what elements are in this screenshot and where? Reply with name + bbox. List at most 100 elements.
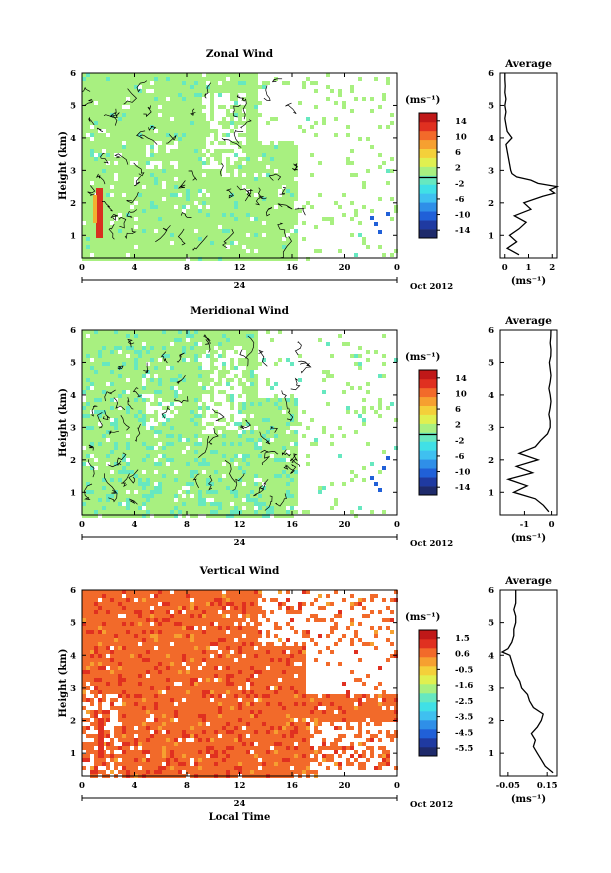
heatmap-cell <box>114 514 118 518</box>
heatmap-cell <box>266 193 270 197</box>
heatmap-cell <box>178 97 182 101</box>
heatmap-cell <box>194 362 198 366</box>
heatmap-cell <box>190 117 194 121</box>
heatmap-cell <box>214 510 218 514</box>
heatmap-cell <box>118 458 122 462</box>
heatmap-cell <box>222 498 226 502</box>
heatmap-cell <box>102 338 106 342</box>
heatmap-cell <box>94 121 98 125</box>
heatmap-cell <box>338 454 342 458</box>
heatmap-cell <box>254 225 258 229</box>
heatmap-cell <box>242 514 246 518</box>
heatmap-cell <box>190 125 194 129</box>
heatmap-cell <box>218 402 222 406</box>
heatmap-cell <box>162 466 166 470</box>
heatmap-cell <box>194 374 198 378</box>
heatmap-cell <box>98 330 102 334</box>
heatmap-cell <box>94 454 98 458</box>
heatmap-cell <box>182 410 186 414</box>
heatmap-cell <box>246 446 250 450</box>
heatmap-cell <box>266 189 270 193</box>
heatmap-cell <box>210 197 214 201</box>
heatmap-cell <box>126 173 130 177</box>
heatmap-cell <box>98 394 102 398</box>
heatmap-cell <box>250 426 254 430</box>
heatmap-cell <box>158 245 162 249</box>
heatmap-cell <box>90 213 94 217</box>
heatmap-cell <box>202 225 206 229</box>
heatmap-cell <box>246 490 250 494</box>
heatmap-cell <box>138 249 142 253</box>
heatmap-cell <box>230 462 234 466</box>
heatmap-cell <box>210 330 214 334</box>
heatmap-cell <box>146 458 150 462</box>
heatmap-cell <box>118 474 122 478</box>
heatmap-cell <box>154 342 158 346</box>
heatmap-cell <box>194 149 198 153</box>
heatmap-cell <box>154 137 158 141</box>
heatmap-cell <box>266 201 270 205</box>
heatmap-cell <box>278 490 282 494</box>
colorbar-tick-label: -10 <box>455 468 470 478</box>
heatmap-cell <box>142 221 146 225</box>
heatmap-cell <box>130 169 134 173</box>
heatmap-cell <box>174 334 178 338</box>
heatmap-cell <box>226 241 230 245</box>
heatmap-cell <box>118 249 122 253</box>
heatmap-cell <box>110 494 114 498</box>
heatmap-cell <box>162 209 166 213</box>
heatmap-cell <box>82 185 86 189</box>
heatmap-cell <box>142 193 146 197</box>
heatmap-cell <box>222 89 226 93</box>
heatmap-cell <box>266 169 270 173</box>
heatmap-cell <box>114 510 118 514</box>
heatmap-cell <box>142 73 146 77</box>
heatmap-cell <box>250 334 254 338</box>
heatmap-cell <box>94 610 98 614</box>
heatmap-cell <box>150 430 154 434</box>
heatmap-cell <box>250 237 254 241</box>
heatmap-cell <box>134 145 138 149</box>
heatmap-cell <box>254 346 258 350</box>
heatmap-cell <box>118 217 122 221</box>
heatmap-cell <box>362 418 366 422</box>
heatmap-cell <box>82 225 86 229</box>
heatmap-cell <box>138 502 142 506</box>
heatmap-cell <box>114 434 118 438</box>
heatmap-cell <box>90 674 94 678</box>
heatmap-cell <box>134 133 138 137</box>
heatmap-cell <box>286 438 290 442</box>
heatmap-cell <box>190 209 194 213</box>
heatmap-cell <box>94 666 98 670</box>
heatmap-cell <box>94 658 98 662</box>
heatmap-cell <box>278 173 282 177</box>
heatmap-cell <box>82 626 86 630</box>
heatmap-cell <box>282 253 286 257</box>
heatmap-cell <box>82 502 86 506</box>
heatmap-cell <box>102 241 106 245</box>
heatmap-cell <box>170 121 174 125</box>
heatmap-cell <box>278 149 282 153</box>
heatmap-cell <box>94 133 98 137</box>
heatmap-cell <box>190 213 194 217</box>
heatmap-cell <box>226 442 230 446</box>
heatmap-cell <box>122 474 126 478</box>
contour-line <box>294 207 306 216</box>
heatmap-cell <box>266 446 270 450</box>
heatmap-cell <box>250 209 254 213</box>
heatmap-cell <box>262 249 266 253</box>
heatmap-cell <box>274 470 278 474</box>
heatmap-cell <box>130 225 134 229</box>
heatmap-cell <box>194 133 198 137</box>
heatmap-cell <box>238 382 242 386</box>
heatmap-cell <box>258 85 262 89</box>
heatmap-cell <box>106 205 110 209</box>
heatmap-cell <box>234 490 238 494</box>
heatmap-cell <box>250 406 254 410</box>
heatmap-cell <box>210 394 214 398</box>
heatmap-cell <box>210 189 214 193</box>
heatmap-cell <box>158 330 162 334</box>
heatmap-cell <box>198 113 202 117</box>
heatmap-cell <box>286 197 290 201</box>
heatmap-cell <box>222 362 226 366</box>
